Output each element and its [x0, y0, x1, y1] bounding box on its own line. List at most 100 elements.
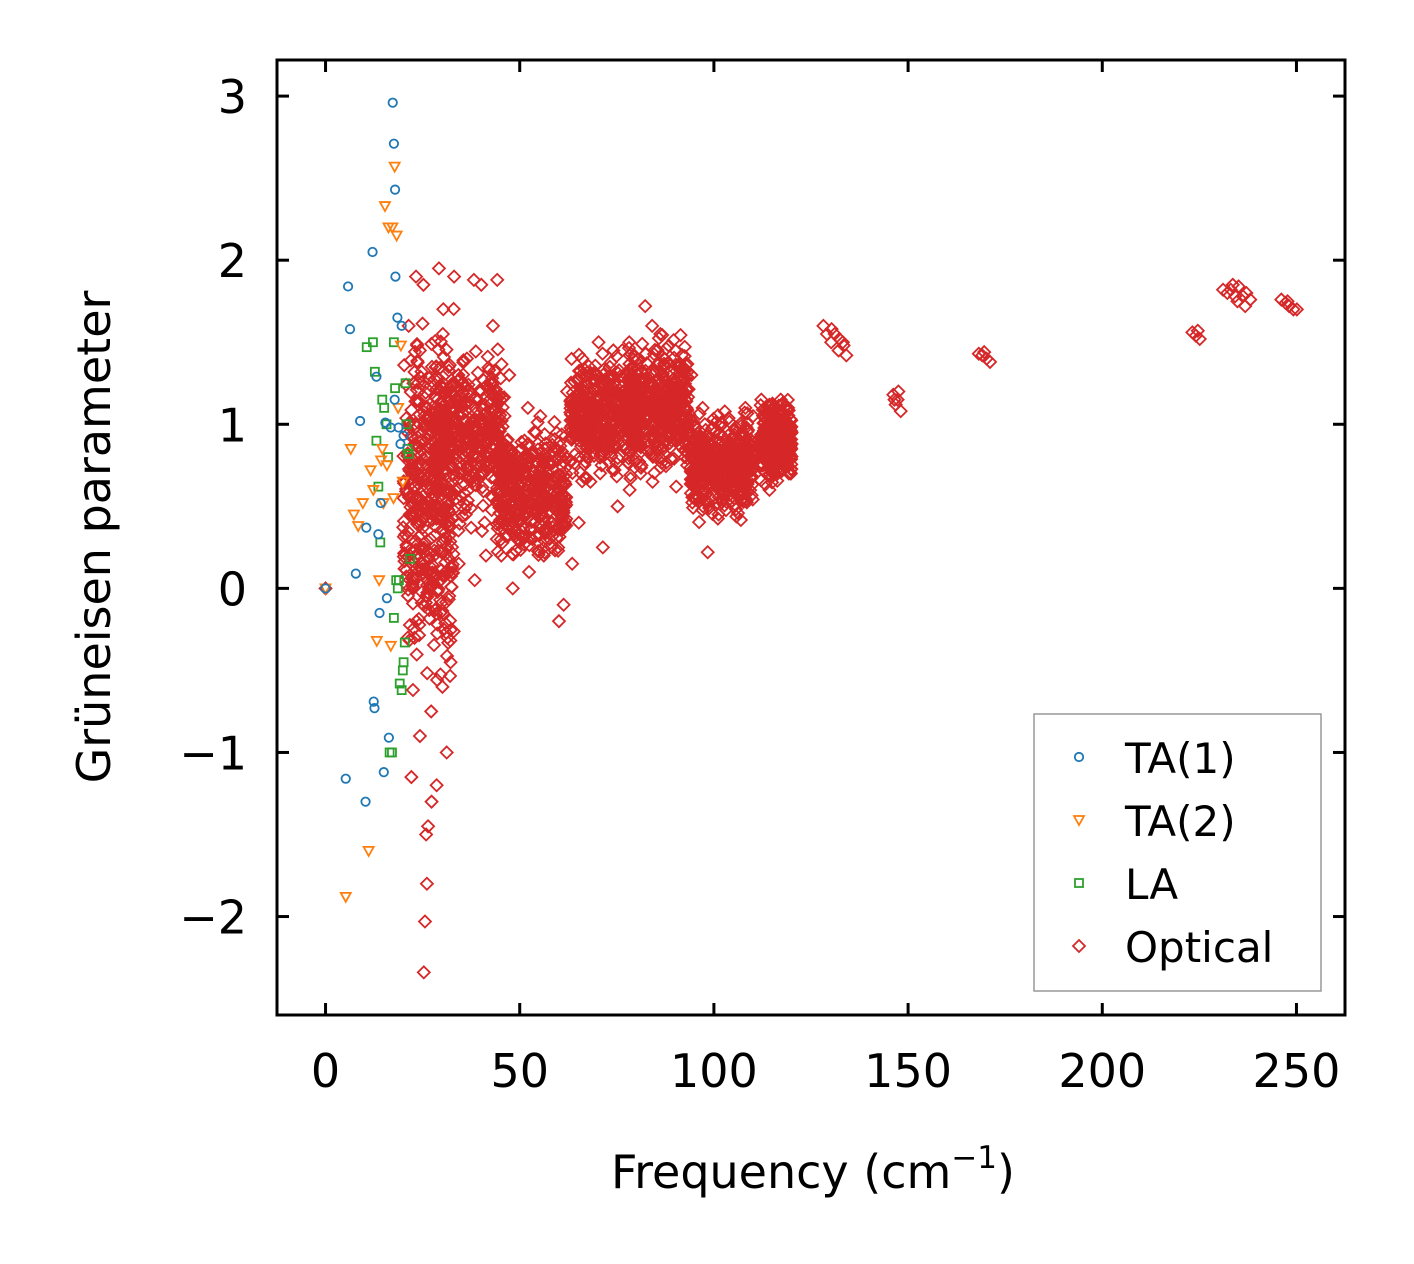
optical-point	[520, 486, 535, 502]
data-point	[571, 515, 587, 531]
optical-point	[433, 667, 448, 682]
data-point	[356, 498, 370, 510]
data-point	[683, 485, 699, 501]
series-ta2	[319, 161, 410, 904]
optical-point	[544, 516, 559, 531]
data-point	[587, 375, 602, 391]
optical-point	[440, 514, 456, 529]
optical-point	[622, 396, 638, 411]
y-axis-ticks: 3 2 1 0 −1 −2	[179, 70, 1345, 945]
optical-point	[784, 413, 799, 428]
optical-point	[407, 462, 422, 477]
optical-point	[633, 440, 649, 455]
optical-point	[408, 490, 423, 506]
optical-point	[690, 489, 705, 505]
data-point	[402, 443, 413, 454]
optical-point	[710, 455, 726, 470]
data-point	[613, 408, 629, 424]
optical-point	[458, 403, 473, 418]
optical-point	[754, 392, 769, 407]
optical-point	[454, 426, 470, 442]
optical-point	[634, 336, 650, 352]
optical-point	[413, 504, 429, 520]
data-point	[1231, 279, 1246, 294]
optical-point	[706, 411, 721, 427]
data-point	[404, 466, 420, 481]
optical-point	[653, 460, 668, 475]
data-points	[318, 97, 1305, 980]
data-point	[1289, 302, 1305, 317]
optical-point	[405, 596, 421, 611]
data-point	[1225, 277, 1241, 293]
optical-point	[763, 460, 779, 476]
data-point	[521, 564, 537, 580]
data-point	[369, 366, 380, 377]
optical-point	[594, 406, 609, 421]
data-point	[695, 499, 711, 514]
optical-point	[470, 365, 486, 381]
data-point	[544, 499, 560, 514]
optical-point	[427, 462, 442, 477]
data-point	[403, 448, 414, 459]
data-point	[378, 767, 389, 778]
data-point	[440, 417, 455, 432]
optical-point	[762, 399, 777, 415]
optical-point	[565, 410, 581, 426]
data-point	[396, 320, 407, 331]
data-point	[653, 326, 668, 342]
data-point	[750, 433, 765, 448]
optical-point	[729, 475, 744, 491]
data-point	[423, 704, 439, 719]
data-point	[391, 402, 405, 415]
optical-point	[602, 404, 618, 419]
optical-point	[503, 468, 519, 484]
data-point	[684, 367, 699, 383]
optical-point	[709, 432, 725, 448]
optical-point	[725, 437, 740, 452]
data-point	[493, 441, 509, 457]
data-point	[462, 417, 478, 432]
data-point	[368, 337, 378, 348]
data-point	[517, 433, 532, 448]
data-point	[648, 449, 664, 465]
data-point	[431, 261, 447, 276]
data-point	[339, 891, 353, 904]
optical-point	[451, 523, 466, 538]
data-point	[478, 425, 493, 440]
optical-point	[531, 547, 546, 563]
data-point	[459, 351, 475, 366]
optical-point	[405, 575, 421, 590]
optical-point	[444, 579, 459, 595]
series-optical	[318, 261, 1305, 980]
data-point	[621, 334, 637, 350]
data-point	[387, 747, 397, 758]
data-point	[745, 408, 761, 424]
data-point	[836, 338, 851, 353]
data-point	[362, 846, 376, 858]
data-point	[388, 161, 402, 174]
optical-point	[513, 542, 528, 558]
optical-point	[647, 342, 663, 358]
optical-point	[665, 380, 681, 395]
data-point	[394, 575, 404, 586]
optical-point	[438, 517, 454, 533]
optical-point	[453, 398, 469, 413]
data-point	[447, 482, 463, 498]
optical-point	[531, 489, 546, 505]
optical-point	[634, 458, 649, 473]
optical-point	[475, 466, 490, 482]
data-point	[396, 476, 410, 489]
optical-point	[487, 363, 502, 379]
optical-point	[497, 505, 512, 520]
optical-point	[408, 437, 424, 452]
optical-point	[510, 472, 526, 487]
data-point	[420, 400, 435, 416]
data-point	[835, 334, 851, 350]
data-point	[489, 531, 505, 547]
optical-point	[494, 357, 509, 372]
optical-point	[621, 451, 636, 466]
optical-point	[411, 461, 427, 477]
optical-point	[522, 467, 537, 483]
data-point	[501, 367, 517, 383]
optical-point	[505, 454, 520, 469]
